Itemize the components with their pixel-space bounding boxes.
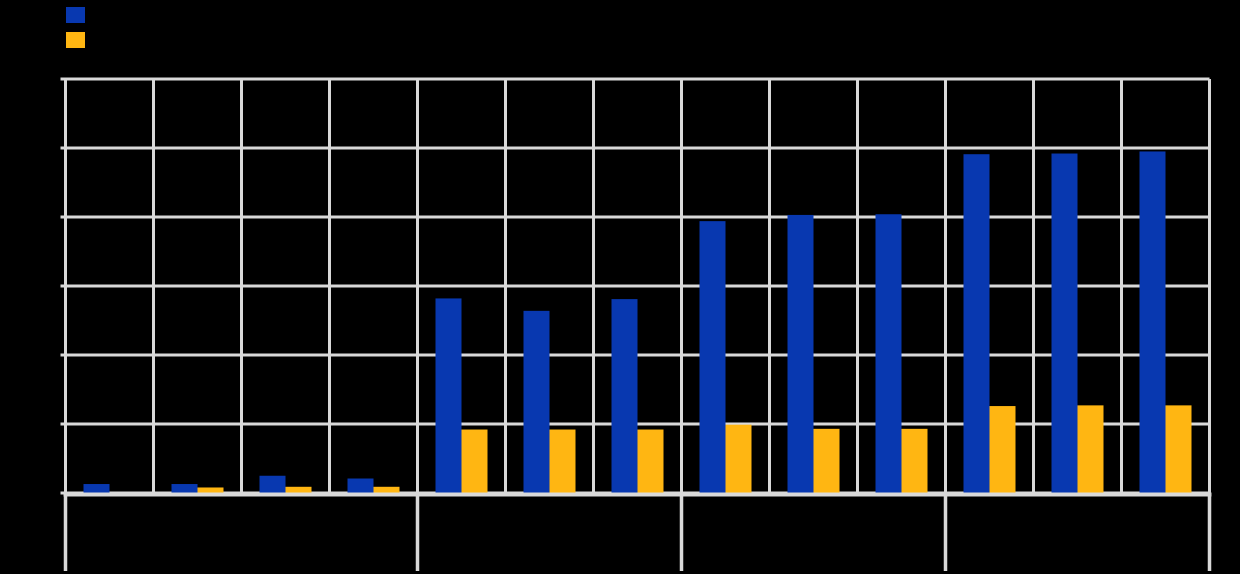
bar-blue-13 (1139, 151, 1166, 493)
bar-yellow-4 (373, 486, 400, 493)
bar-blue-1 (83, 484, 110, 493)
bar-yellow-10 (901, 428, 928, 493)
bar-blue-5 (435, 298, 462, 493)
bar-blue-9 (787, 214, 814, 493)
bar-blue-4 (347, 478, 374, 493)
bar-blue-8 (699, 221, 726, 493)
chart-legend (0, 0, 400, 60)
legend-item-blue (66, 7, 213, 23)
bar-yellow-3 (285, 486, 312, 493)
bar-yellow-2 (197, 487, 224, 493)
bar-yellow-6 (549, 429, 576, 493)
legend-swatch-blue-icon (66, 7, 85, 23)
bar-yellow-8 (725, 424, 752, 493)
bar-yellow-12 (1077, 405, 1104, 493)
bar-blue-2 (171, 484, 198, 493)
bar-blue-10 (875, 214, 902, 494)
bar-blue-12 (1051, 153, 1078, 493)
legend-swatch-yellow-icon (66, 32, 85, 48)
bar-yellow-9 (813, 428, 840, 493)
bar-blue-11 (963, 154, 990, 493)
bar-yellow-11 (989, 406, 1016, 493)
bar-yellow-7 (637, 429, 664, 493)
bar-yellow-5 (461, 429, 488, 493)
bar-yellow-13 (1165, 405, 1192, 493)
bar-blue-3 (259, 475, 286, 493)
bar-blue-6 (523, 310, 550, 493)
bar-blue-7 (611, 299, 638, 493)
legend-item-yellow (66, 32, 213, 48)
